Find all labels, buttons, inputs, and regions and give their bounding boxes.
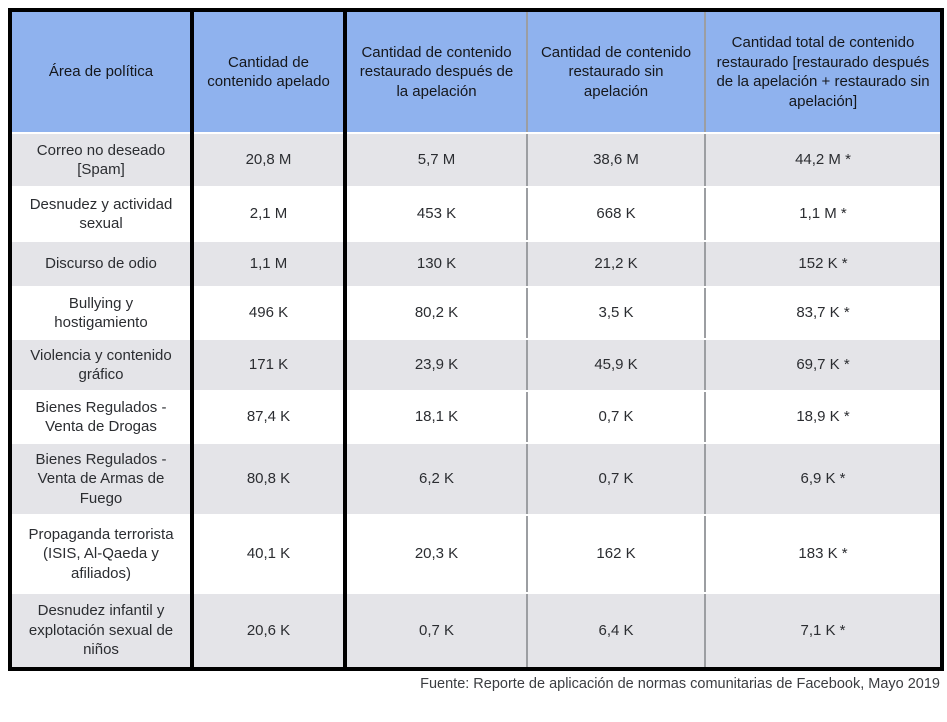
page: Área de política Cantidad de contenido ap… bbox=[8, 8, 944, 692]
value-cell: 87,4 K bbox=[192, 391, 347, 444]
value-cell: 183 K * bbox=[705, 515, 942, 594]
value-cell: 5,7 M bbox=[345, 133, 528, 188]
table-row: Correo no deseado [Spam] 20,8 M 5,7 M 38,6 … bbox=[10, 133, 942, 188]
table-row: Propaganda terrorista (ISIS, Al-Qaeda y … bbox=[10, 515, 942, 594]
value-cell: 44,2 M * bbox=[705, 133, 942, 188]
row-label-cell: Desnudez y actividad sexual bbox=[10, 187, 194, 242]
value-cell: 23,9 K bbox=[345, 339, 528, 392]
table-header-row: Área de política Cantidad de contenido ap… bbox=[10, 10, 942, 134]
value-cell: 3,5 K bbox=[527, 287, 706, 340]
value-cell: 6,4 K bbox=[527, 593, 706, 670]
row-label-cell: Discurso de odio bbox=[10, 241, 194, 288]
row-label-cell: Propaganda terrorista (ISIS, Al-Qaeda y … bbox=[10, 515, 194, 594]
table-row: Discurso de odio 1,1 M 130 K 21,2 K 152 K * bbox=[10, 241, 942, 288]
value-cell: 38,6 M bbox=[527, 133, 706, 188]
table-row: Bullying y hostigamiento 496 K 80,2 K 3,5 K… bbox=[10, 287, 942, 340]
value-cell: 668 K bbox=[527, 187, 706, 242]
value-cell: 80,2 K bbox=[345, 287, 528, 340]
value-cell: 20,6 K bbox=[192, 593, 347, 670]
value-cell: 69,7 K * bbox=[705, 339, 942, 392]
value-cell: 453 K bbox=[345, 187, 528, 242]
value-cell: 83,7 K * bbox=[705, 287, 942, 340]
column-header: Cantidad de contenido restaurado sin ape… bbox=[527, 10, 706, 134]
table-row: Bienes Regulados - Venta de Armas de Fue… bbox=[10, 443, 942, 516]
value-cell: 45,9 K bbox=[527, 339, 706, 392]
table-row: Bienes Regulados - Venta de Drogas 87,4 K… bbox=[10, 391, 942, 444]
row-label-cell: Violencia y contenido gráfico bbox=[10, 339, 194, 392]
policy-appeals-table: Área de política Cantidad de contenido ap… bbox=[8, 8, 944, 671]
table-body: Correo no deseado [Spam] 20,8 M 5,7 M 38,6 … bbox=[10, 133, 942, 670]
value-cell: 80,8 K bbox=[192, 443, 347, 516]
table-row: Desnudez infantil y explotación sexual d… bbox=[10, 593, 942, 670]
value-cell: 130 K bbox=[345, 241, 528, 288]
row-label-cell: Desnudez infantil y explotación sexual d… bbox=[10, 593, 194, 670]
value-cell: 171 K bbox=[192, 339, 347, 392]
value-cell: 1,1 M * bbox=[705, 187, 942, 242]
row-label-cell: Bienes Regulados - Venta de Armas de Fue… bbox=[10, 443, 194, 516]
row-label-cell: Bienes Regulados - Venta de Drogas bbox=[10, 391, 194, 444]
value-cell: 18,1 K bbox=[345, 391, 528, 444]
value-cell: 2,1 M bbox=[192, 187, 347, 242]
value-cell: 0,7 K bbox=[527, 443, 706, 516]
source-note: Fuente: Reporte de aplicación de normas … bbox=[420, 676, 940, 692]
row-label-cell: Bullying y hostigamiento bbox=[10, 287, 194, 340]
value-cell: 6,2 K bbox=[345, 443, 528, 516]
value-cell: 21,2 K bbox=[527, 241, 706, 288]
value-cell: 18,9 K * bbox=[705, 391, 942, 444]
value-cell: 40,1 K bbox=[192, 515, 347, 594]
table-row: Desnudez y actividad sexual 2,1 M 453 K 668… bbox=[10, 187, 942, 242]
value-cell: 20,3 K bbox=[345, 515, 528, 594]
value-cell: 0,7 K bbox=[345, 593, 528, 670]
column-header: Cantidad total de contenido restaurado [… bbox=[705, 10, 942, 134]
value-cell: 20,8 M bbox=[192, 133, 347, 188]
value-cell: 1,1 M bbox=[192, 241, 347, 288]
column-header: Cantidad de contenido apelado bbox=[192, 10, 347, 134]
value-cell: 152 K * bbox=[705, 241, 942, 288]
value-cell: 0,7 K bbox=[527, 391, 706, 444]
value-cell: 7,1 K * bbox=[705, 593, 942, 670]
value-cell: 162 K bbox=[527, 515, 706, 594]
row-label-cell: Correo no deseado [Spam] bbox=[10, 133, 194, 188]
table-row: Violencia y contenido gráfico 171 K 23,9 K… bbox=[10, 339, 942, 392]
value-cell: 6,9 K * bbox=[705, 443, 942, 516]
column-header: Cantidad de contenido restaurado después… bbox=[345, 10, 528, 134]
column-header: Área de política bbox=[10, 10, 194, 134]
value-cell: 496 K bbox=[192, 287, 347, 340]
